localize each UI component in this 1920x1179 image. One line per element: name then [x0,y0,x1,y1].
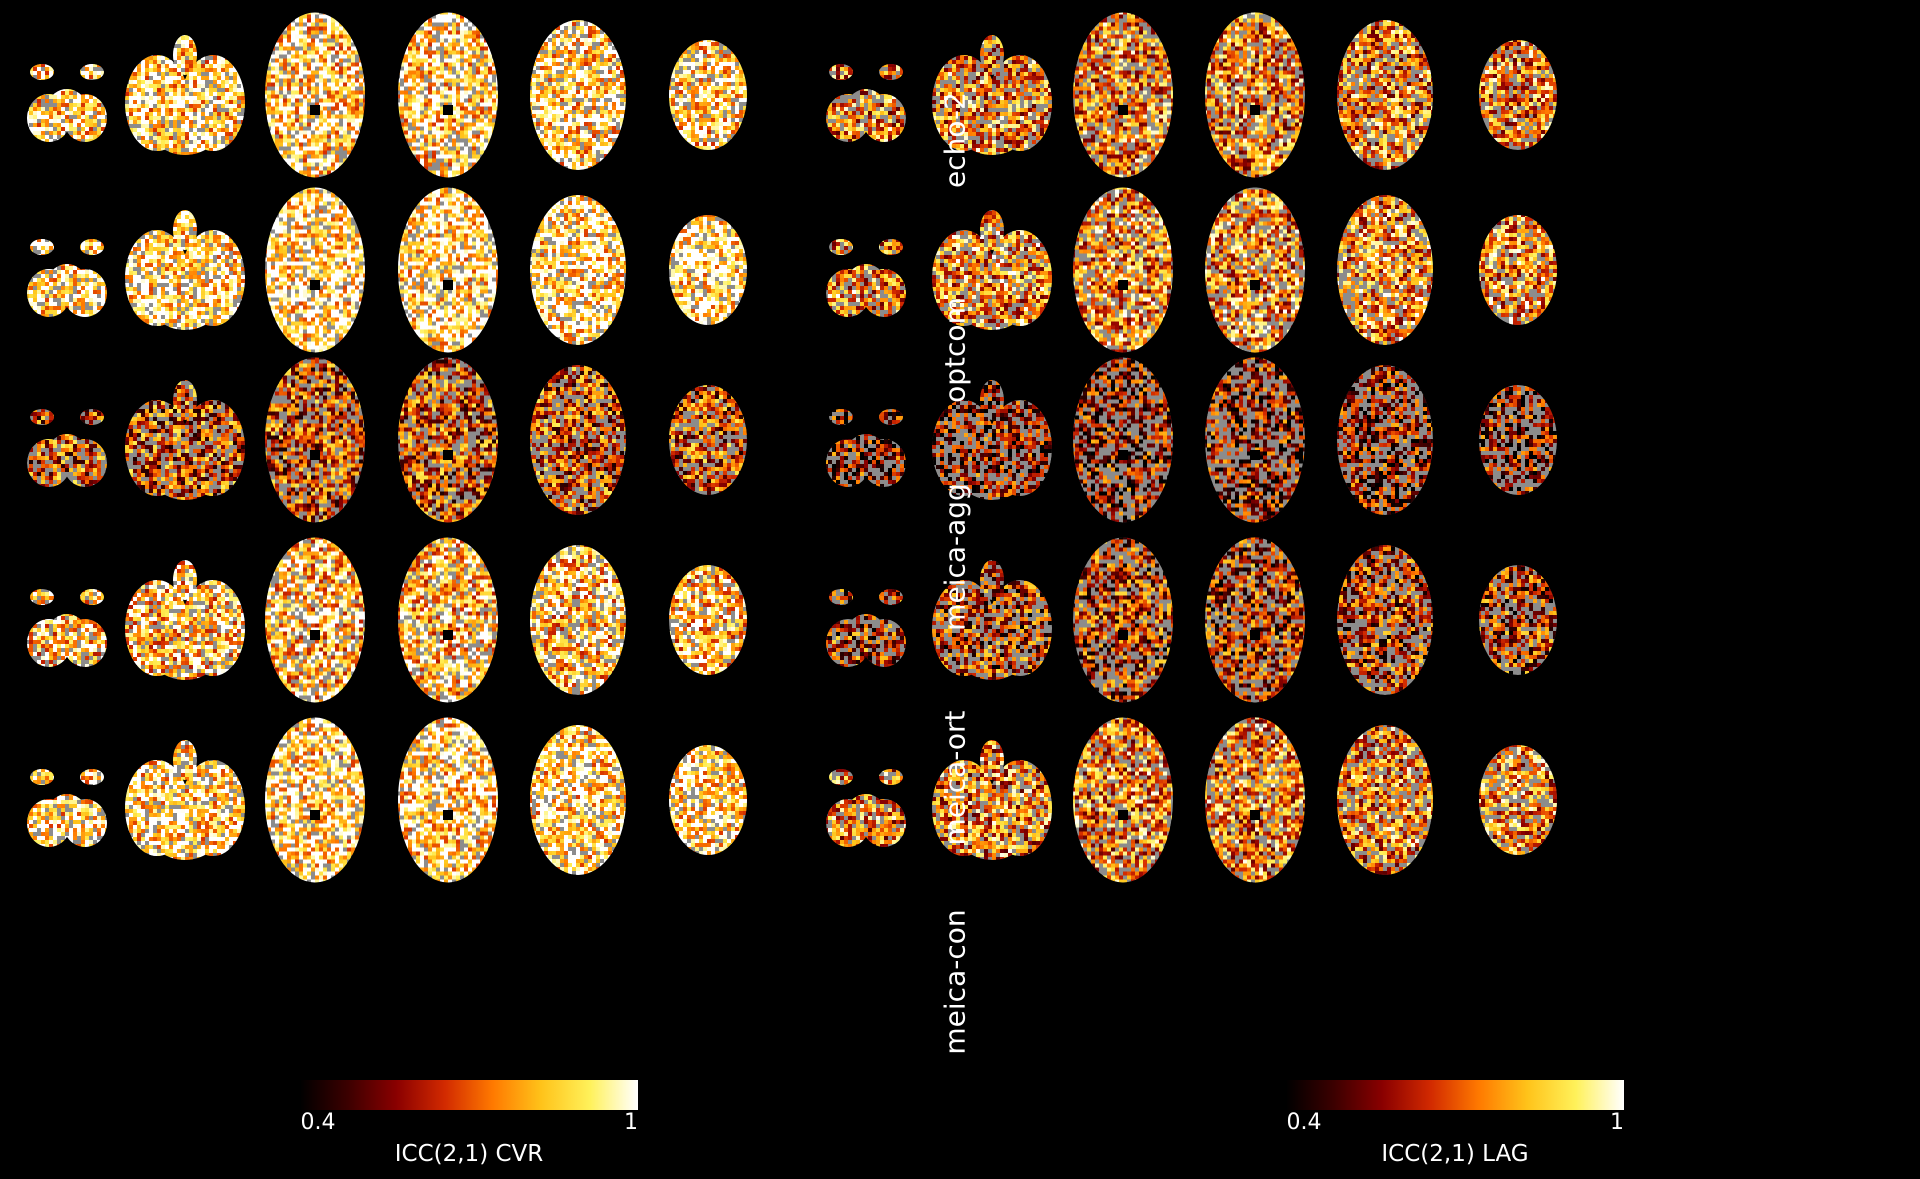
slice-cvr-echo-2-3 [265,12,365,178]
slice-lag-optcom-5 [1337,195,1433,345]
slice-lag-echo-2-6 [1479,40,1557,150]
slice-lag-meica-ort-1 [826,589,906,667]
slice-cvr-meica-ort-6 [669,565,747,675]
slice-cvr-meica-con-1 [27,769,107,847]
slice-lag-optcom-6 [1479,215,1557,325]
slice-cvr-meica-con-2 [125,740,245,860]
slice-cvr-optcom-4 [398,187,498,353]
slice-cvr-meica-con-3 [265,717,365,883]
slice-cvr-echo-2-2 [125,35,245,155]
slice-lag-meica-ort-4 [1205,537,1305,703]
slice-lag-meica-ort-5 [1337,545,1433,695]
slice-cvr-meica-agg-1 [27,409,107,487]
slice-lag-meica-agg-6 [1479,385,1557,495]
slice-cvr-meica-con-4 [398,717,498,883]
slice-cvr-meica-con-6 [669,745,747,855]
slice-lag-meica-agg-3 [1073,357,1173,523]
slice-lag-optcom-3 [1073,187,1173,353]
slice-cvr-optcom-1 [27,239,107,317]
slice-lag-optcom-1 [826,239,906,317]
slice-cvr-meica-ort-3 [265,537,365,703]
slice-lag-meica-ort-3 [1073,537,1173,703]
colorbar-lag-min: 0.4 [1287,1110,1322,1135]
slice-lag-meica-agg-1 [826,409,906,487]
row-label-meica-ort: meica-ort [939,710,972,845]
slice-lag-echo-2-4 [1205,12,1306,178]
slice-cvr-echo-2-1 [27,64,107,142]
slice-lag-echo-2-3 [1073,12,1173,178]
slice-cvr-meica-ort-4 [398,537,498,703]
colorbar-cvr [300,1080,638,1110]
colorbar-lag-max: 1 [1610,1110,1624,1135]
slice-cvr-echo-2-5 [530,20,626,170]
slice-lag-echo-2-5 [1337,20,1433,170]
slice-lag-meica-con-4 [1205,717,1305,883]
slice-cvr-meica-agg-4 [398,357,498,523]
slice-lag-optcom-2 [932,210,1052,330]
slice-lag-meica-agg-5 [1337,365,1433,515]
slice-lag-meica-ort-6 [1479,565,1557,675]
slice-cvr-optcom-6 [669,215,747,325]
row-label-meica-con: meica-con [939,909,972,1054]
slice-cvr-meica-ort-1 [27,589,107,667]
slice-cvr-meica-ort-5 [530,545,626,695]
slice-lag-meica-con-3 [1073,717,1173,883]
slice-cvr-meica-ort-2 [125,560,245,680]
colorbar-lag [1286,1080,1624,1110]
slice-lag-echo-2-1 [826,64,906,142]
slice-cvr-meica-agg-2 [125,380,245,500]
slice-cvr-echo-2-6 [669,40,747,150]
slice-cvr-optcom-2 [125,210,245,330]
colorbar-lag-label: ICC(2,1) LAG [1381,1141,1528,1167]
row-label-meica-agg: meica-agg [939,483,972,631]
row-label-optcom: optcom [939,297,972,403]
slice-lag-optcom-4 [1205,187,1306,353]
slice-cvr-echo-2-4 [398,12,498,178]
colorbar-cvr-min: 0.4 [301,1110,336,1135]
row-label-echo-2: echo-2 [939,92,972,188]
colorbar-cvr-label: ICC(2,1) CVR [395,1141,544,1167]
slice-cvr-meica-agg-3 [265,357,365,523]
slice-lag-meica-agg-4 [1205,357,1305,523]
slice-cvr-meica-agg-6 [669,385,747,495]
colorbar-cvr-max: 1 [624,1110,638,1135]
slice-cvr-optcom-5 [530,195,626,345]
slice-lag-meica-con-6 [1479,745,1557,855]
slice-lag-meica-con-1 [826,769,906,847]
slice-cvr-meica-con-5 [530,725,626,875]
slice-cvr-meica-agg-5 [530,365,626,515]
slice-cvr-optcom-3 [265,187,365,353]
slice-lag-meica-con-5 [1337,725,1433,875]
